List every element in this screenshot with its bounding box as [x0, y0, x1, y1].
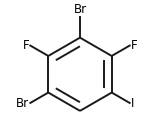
- Text: I: I: [131, 97, 134, 110]
- Text: Br: Br: [73, 3, 87, 16]
- Text: F: F: [131, 39, 137, 52]
- Text: Br: Br: [16, 97, 29, 110]
- Text: F: F: [23, 39, 29, 52]
